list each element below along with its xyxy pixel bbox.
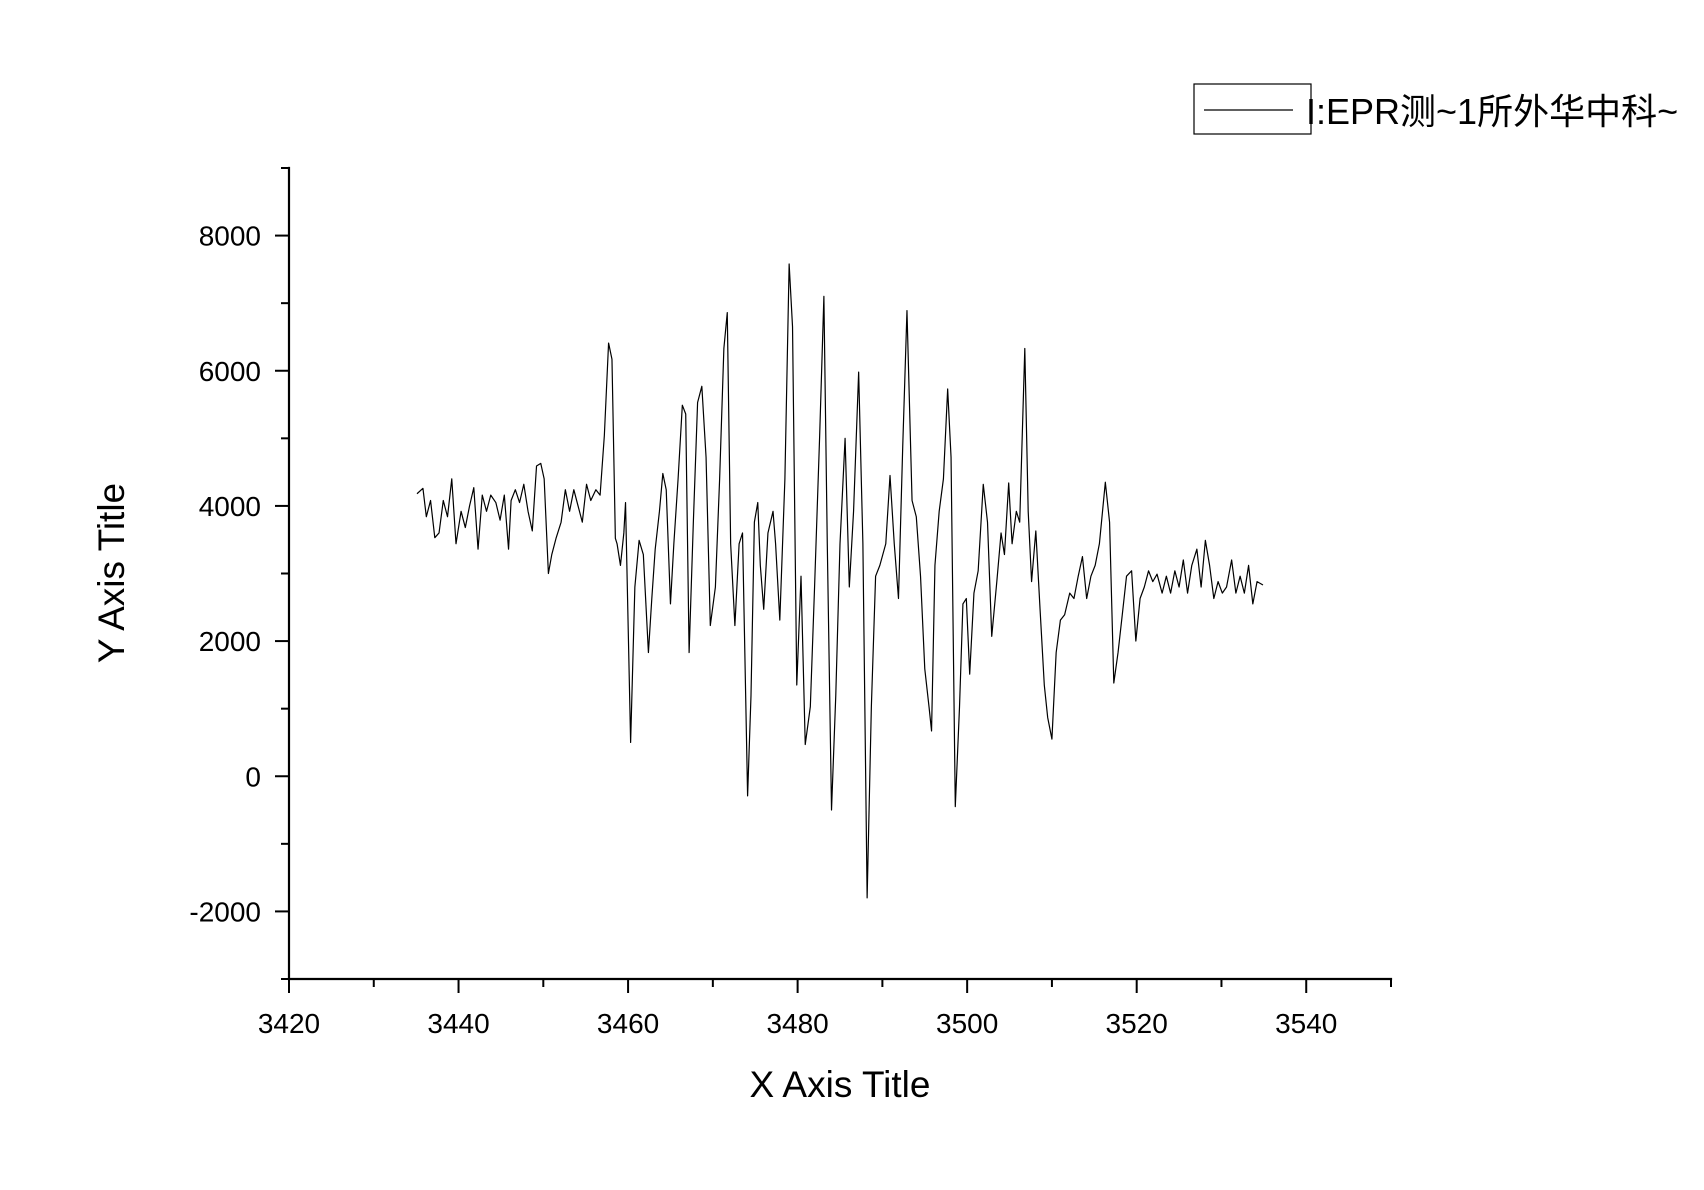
- legend-label: I:EPR测~1所外华中科~: [1306, 91, 1678, 132]
- y-tick-label: 0: [245, 761, 261, 792]
- y-tick-label: 8000: [199, 221, 261, 252]
- series-line: [416, 263, 1264, 899]
- x-tick-label: 3420: [258, 1008, 320, 1039]
- x-tick-label: 3540: [1275, 1008, 1337, 1039]
- y-tick-label: 4000: [199, 491, 261, 522]
- x-tick-label: 3500: [936, 1008, 998, 1039]
- legend: I:EPR测~1所外华中科~: [1193, 83, 1678, 135]
- x-tick-label: 3480: [766, 1008, 828, 1039]
- y-tick-label: 6000: [199, 356, 261, 387]
- x-tick-label: 3440: [427, 1008, 489, 1039]
- x-axis-title: X Axis Title: [750, 1064, 931, 1105]
- legend-box: [1193, 83, 1312, 135]
- y-axis-ticks: -2000 0 2000 4000 6000 8000: [189, 167, 289, 980]
- y-axis-title: Y Axis Title: [91, 483, 132, 663]
- series-group: [416, 263, 1264, 899]
- y-tick-label: -2000: [189, 896, 261, 927]
- x-tick-label: 3460: [597, 1008, 659, 1039]
- y-tick-label: 2000: [199, 626, 261, 657]
- x-axis-ticks: 3420 3440 3460 3480 3500 3520 3540: [258, 979, 1392, 1039]
- x-tick-label: 3520: [1106, 1008, 1168, 1039]
